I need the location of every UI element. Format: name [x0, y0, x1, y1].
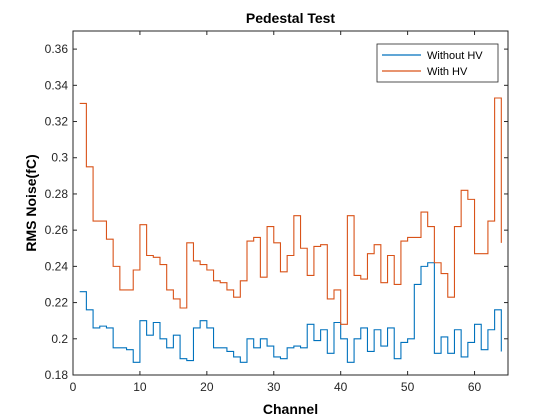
y-axis-label: RMS Noise(fC) — [23, 154, 39, 251]
y-tick-label: 0.28 — [45, 187, 69, 201]
y-tick-label: 0.24 — [45, 259, 69, 273]
legend-label-without-hv: Without HV — [427, 50, 483, 62]
y-tick-label: 0.36 — [45, 42, 69, 56]
series-layer — [79, 97, 502, 363]
x-tick-label: 20 — [200, 380, 214, 394]
x-ticks: 0 10 20 30 40 50 60 — [70, 31, 482, 394]
plot-area — [73, 31, 508, 375]
x-tick-label: 60 — [468, 380, 482, 394]
x-tick-label: 40 — [334, 380, 348, 394]
x-axis-label: Channel — [263, 401, 318, 417]
y-tick-label: 0.22 — [45, 296, 69, 310]
legend: Without HV With HV — [376, 43, 499, 83]
y-tick-label: 0.18 — [45, 368, 69, 382]
legend-box — [376, 43, 499, 83]
y-tick-label: 0.3 — [51, 151, 68, 165]
series-line-without-hv — [79, 262, 502, 363]
y-ticks: 0.18 0.2 0.22 0.24 0.26 0.28 0.3 0.32 0.34 0.36 — [45, 42, 508, 382]
y-tick-label: 0.34 — [45, 78, 69, 92]
y-tick-label: 0.26 — [45, 223, 69, 237]
x-tick-label: 50 — [401, 380, 415, 394]
x-tick-label: 10 — [133, 380, 147, 394]
x-tick-label: 30 — [267, 380, 281, 394]
axes-box — [72, 30, 509, 376]
y-tick-label: 0.32 — [45, 115, 69, 129]
x-tick-label: 0 — [70, 380, 77, 394]
chart-title: Pedestal Test — [246, 10, 336, 26]
legend-label-with-hv: With HV — [427, 66, 468, 78]
y-tick-label: 0.2 — [51, 332, 68, 346]
series-line-with-hv — [79, 97, 502, 325]
